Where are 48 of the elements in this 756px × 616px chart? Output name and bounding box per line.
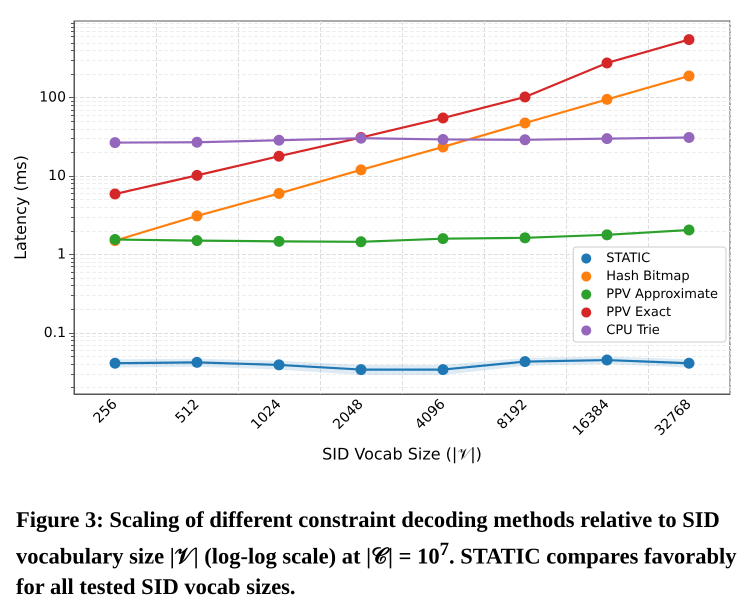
y-tick-label: 1: [57, 246, 66, 262]
y-axis-title: Latency (ms): [10, 155, 30, 260]
point: [684, 34, 694, 46]
point: [602, 94, 612, 105]
point: [520, 232, 530, 244]
point: [274, 150, 284, 162]
point: [438, 364, 448, 376]
point: [110, 188, 120, 200]
point: [356, 236, 366, 248]
point: [192, 235, 202, 246]
point: [438, 134, 448, 145]
legend-label: Hash Bitmap: [606, 269, 690, 284]
point: [274, 359, 284, 370]
point: [602, 229, 612, 240]
point: [684, 70, 694, 82]
point: [110, 137, 120, 148]
point: [356, 364, 366, 376]
point: [520, 356, 530, 368]
point: [684, 132, 694, 144]
y-tick-label: 0.1: [44, 324, 66, 341]
point: [274, 134, 284, 146]
y-tick-label: 10: [48, 168, 66, 184]
y-tick-label: 100: [39, 90, 66, 106]
point: [192, 210, 202, 222]
point: [684, 358, 694, 369]
point: [602, 57, 612, 68]
legend-label: CPU Trie: [606, 323, 660, 338]
point: [520, 134, 530, 146]
point: [438, 233, 448, 244]
point: [602, 133, 612, 144]
legend-label: PPV Exact: [606, 305, 672, 320]
text: Figure 3: Scaling of different constraint decoding methods relative to SID vocabulary size |𝒱| (log-log scale) at |𝒞| = 10$^{7}$. STATIC compares favorably for all tested SID vocab sizes.: [16, 507, 736, 598]
legend-label: PPV Approximate: [606, 287, 718, 302]
point: [110, 358, 120, 369]
point: [438, 112, 448, 124]
point: [192, 170, 202, 181]
point: [274, 236, 284, 247]
point: [192, 356, 202, 368]
point: [520, 118, 530, 128]
legend-label: STATIC: [606, 251, 650, 266]
point: [684, 224, 694, 236]
point: [520, 91, 530, 102]
point: [356, 164, 366, 176]
point: [274, 188, 284, 199]
x-tick-label: 512: [172, 396, 203, 427]
x-axis-title: SID Vocab Size (|𝒱|): [322, 444, 482, 464]
point: [192, 136, 202, 148]
point: [602, 354, 612, 366]
